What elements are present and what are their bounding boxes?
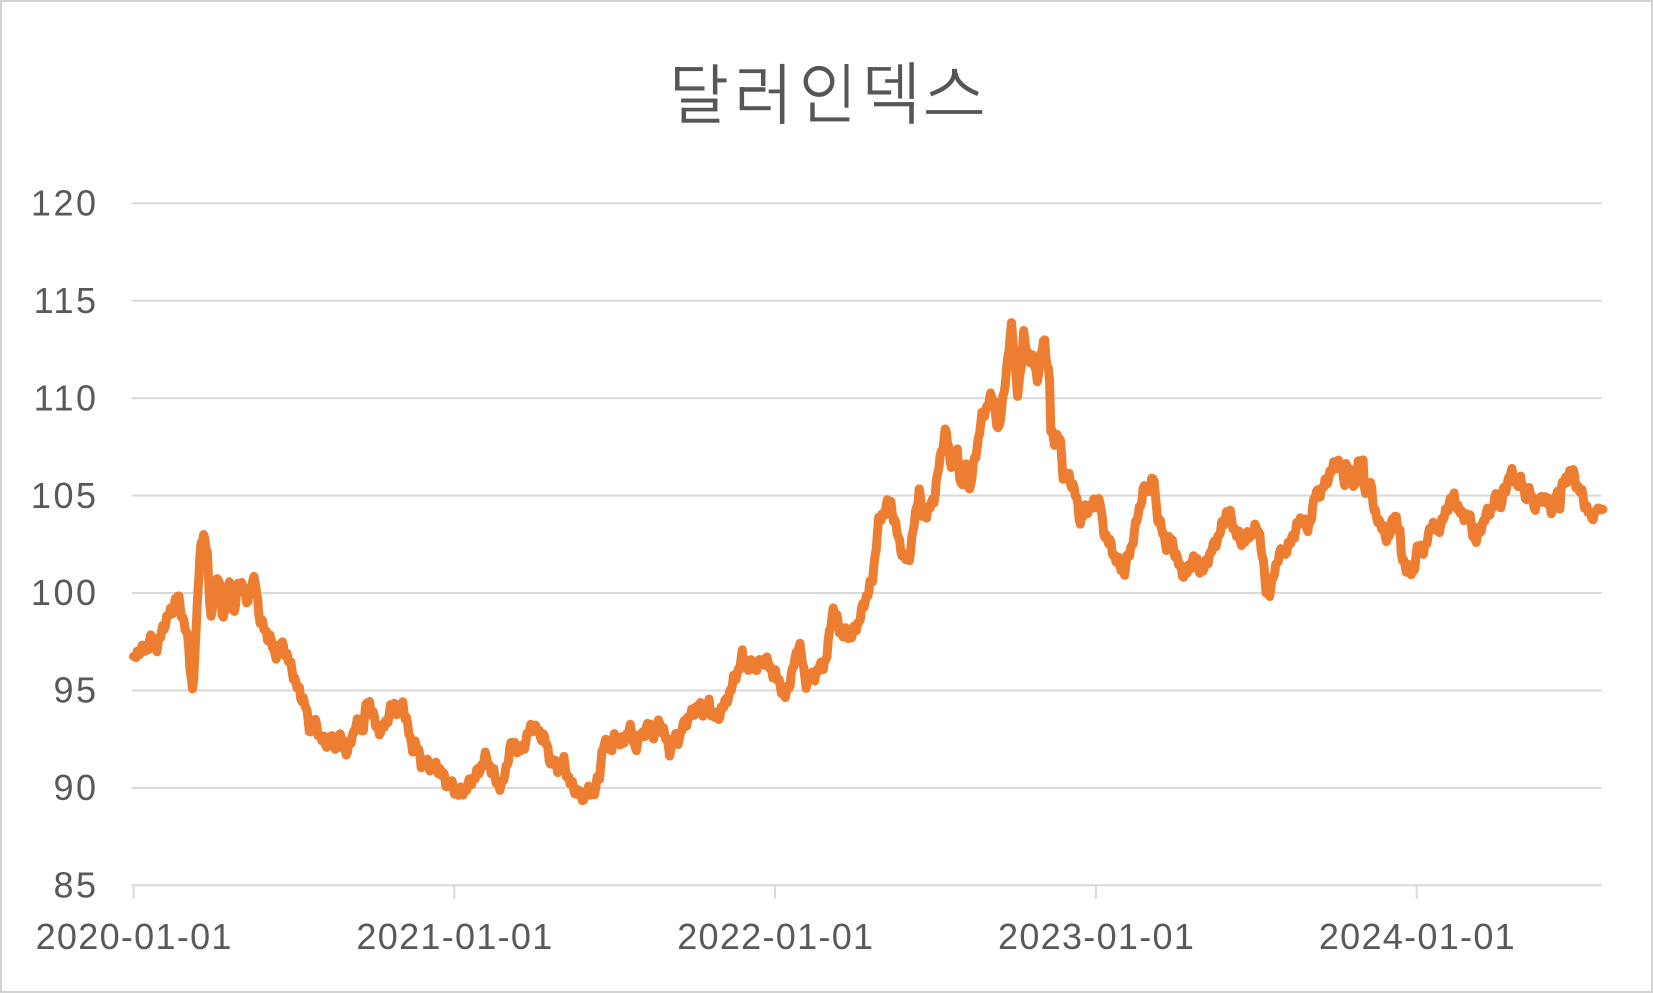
- svg-text:2024-01-01: 2024-01-01: [1319, 916, 1516, 957]
- svg-text:2023-01-01: 2023-01-01: [998, 916, 1195, 957]
- svg-text:85: 85: [53, 865, 98, 906]
- svg-text:100: 100: [31, 572, 99, 613]
- svg-text:2021-01-01: 2021-01-01: [356, 916, 553, 957]
- svg-text:110: 110: [34, 377, 99, 418]
- svg-text:120: 120: [31, 183, 99, 224]
- svg-text:105: 105: [31, 475, 99, 516]
- svg-text:90: 90: [53, 767, 98, 808]
- svg-text:115: 115: [34, 280, 99, 321]
- svg-text:95: 95: [53, 670, 98, 711]
- svg-text:2020-01-01: 2020-01-01: [36, 916, 233, 957]
- svg-text:2022-01-01: 2022-01-01: [677, 916, 874, 957]
